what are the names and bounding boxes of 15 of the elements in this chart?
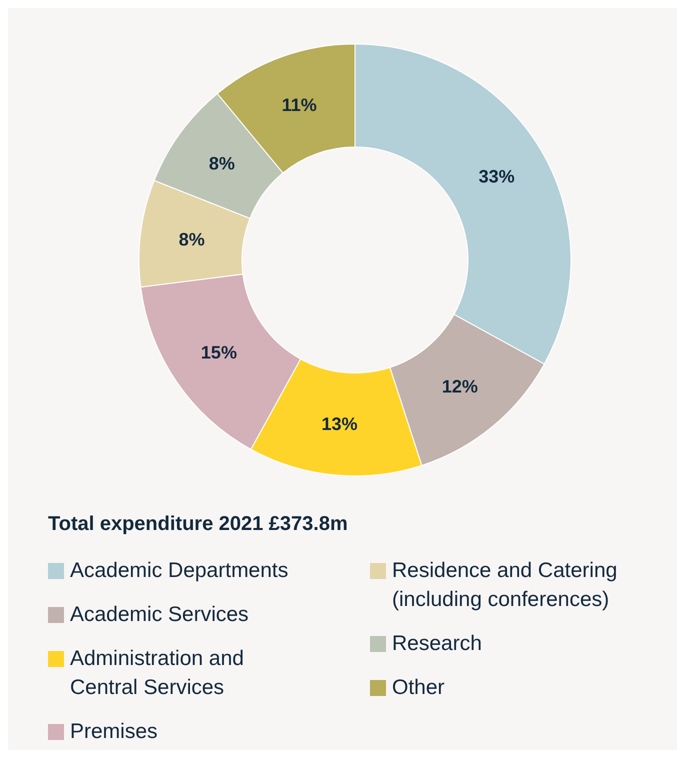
legend-label: Research — [392, 631, 482, 657]
legend-label: Academic Services — [70, 602, 249, 628]
legend-label: Other — [392, 675, 445, 701]
data-label: 12% — [442, 376, 478, 397]
legend-label: Residence and Catering (including conferences) — [392, 558, 618, 613]
data-label: 8% — [208, 153, 235, 174]
text: Total expenditure 2021 £373.8m — [48, 513, 348, 536]
legend-label: Administration and Central Services — [70, 646, 245, 701]
data-label: 8% — [178, 229, 205, 250]
data-label: 13% — [322, 414, 358, 434]
data-label: 11% — [282, 95, 317, 116]
legend-label: Premises — [70, 719, 158, 745]
legend-label: Academic Departments — [70, 558, 288, 584]
data-label: 33% — [478, 166, 515, 186]
data-label: 15% — [200, 342, 237, 362]
